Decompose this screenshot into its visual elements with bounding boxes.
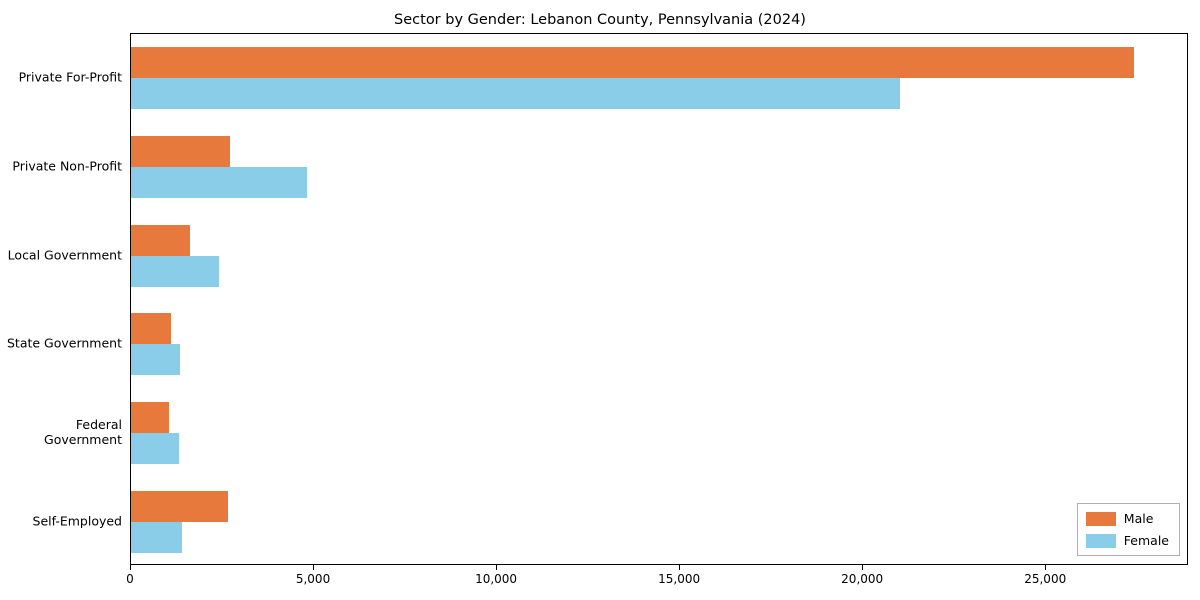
x-tick-mark bbox=[862, 565, 864, 570]
bar-female bbox=[131, 344, 181, 376]
x-tick-mark bbox=[496, 565, 498, 570]
x-tick-label: 15,000 bbox=[658, 572, 701, 586]
x-tick-label: 0 bbox=[126, 572, 134, 586]
bar-female bbox=[131, 78, 900, 110]
legend-label: Female bbox=[1123, 533, 1169, 548]
bar-male bbox=[131, 402, 170, 433]
legend-item: Female bbox=[1085, 533, 1169, 548]
y-tick-label: State Government bbox=[6, 335, 122, 351]
x-tick-mark bbox=[313, 565, 315, 570]
bar-male bbox=[131, 136, 230, 167]
plot-area bbox=[130, 33, 1188, 565]
y-tick-label: Self-Employed bbox=[32, 513, 122, 529]
bar-male bbox=[131, 490, 228, 522]
x-tick-mark bbox=[679, 565, 681, 570]
legend-item: Male bbox=[1085, 511, 1169, 526]
bar-female bbox=[131, 433, 179, 464]
x-tick-mark bbox=[130, 565, 131, 570]
bar-female bbox=[131, 521, 183, 553]
x-tick-label: 25,000 bbox=[1024, 572, 1067, 586]
bar-male bbox=[131, 47, 1135, 79]
bar-male bbox=[131, 313, 172, 345]
x-tick-label: 5,000 bbox=[295, 572, 331, 586]
y-tick-label: Federal Government bbox=[44, 417, 122, 447]
bar-male bbox=[131, 224, 190, 256]
y-tick-label: Private For-Profit bbox=[18, 69, 122, 85]
legend-swatch-male bbox=[1085, 511, 1116, 526]
x-tick-label: 10,000 bbox=[475, 572, 518, 586]
bar-female bbox=[131, 167, 307, 198]
y-tick-label: Private Non-Profit bbox=[12, 158, 122, 174]
x-tick-label: 20,000 bbox=[841, 572, 884, 586]
legend-swatch-female bbox=[1085, 533, 1116, 548]
x-tick-mark bbox=[1045, 565, 1047, 570]
legend-label: Male bbox=[1123, 511, 1154, 526]
legend: Male Female bbox=[1076, 503, 1180, 556]
chart-title: Sector by Gender: Lebanon County, Pennsy… bbox=[394, 12, 806, 28]
y-tick-label: Local Government bbox=[7, 247, 122, 263]
bar-female bbox=[131, 255, 219, 287]
